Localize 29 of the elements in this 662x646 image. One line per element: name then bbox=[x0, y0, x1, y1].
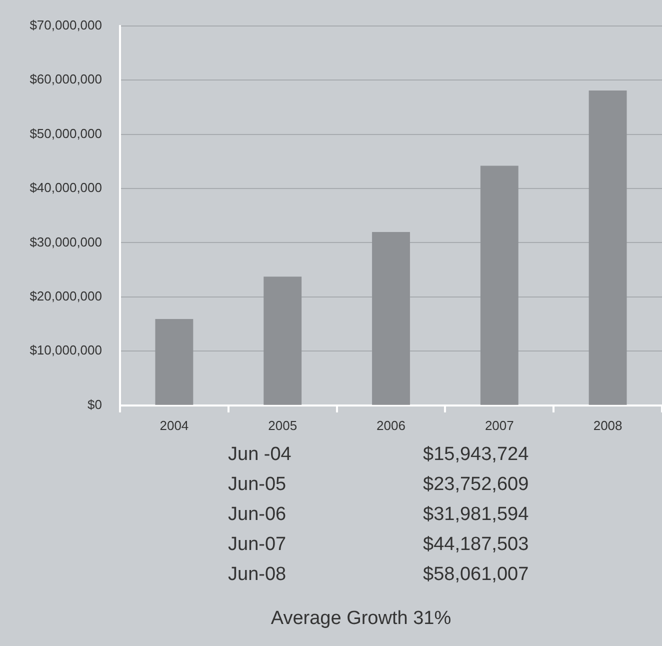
y-tick-label: $50,000,000 bbox=[30, 126, 102, 141]
text: $44,187,503 bbox=[423, 533, 529, 557]
text: Jun -04 bbox=[228, 443, 292, 467]
text: $31,981,594 bbox=[423, 503, 529, 527]
x-tick-label: 2006 bbox=[376, 418, 406, 433]
bar bbox=[372, 232, 410, 405]
text: $58,061,007 bbox=[423, 563, 529, 587]
bar bbox=[264, 276, 302, 405]
text: $15,943,724 bbox=[423, 443, 529, 467]
y-tick-label: $70,000,000 bbox=[30, 17, 102, 32]
text: Jun-05 bbox=[228, 473, 288, 497]
bar bbox=[155, 318, 194, 405]
text: Jun-08 bbox=[228, 563, 288, 587]
text: $23,752,609 bbox=[423, 473, 529, 497]
y-tick-label: $10,000,000 bbox=[30, 342, 102, 358]
bar bbox=[480, 166, 518, 405]
x-tick-label: 2004 bbox=[160, 418, 189, 433]
y-tick-label: $0 bbox=[88, 396, 102, 412]
x-tick-label: 2008 bbox=[593, 418, 622, 433]
text: Jun-07 bbox=[228, 533, 288, 557]
bar bbox=[588, 90, 627, 405]
text: Average Growth 31% bbox=[270, 608, 452, 630]
y-tick-label: $40,000,000 bbox=[30, 180, 102, 196]
y-tick-label: $60,000,000 bbox=[30, 72, 102, 87]
y-tick-label: $30,000,000 bbox=[30, 234, 102, 250]
x-tick-label: 2007 bbox=[484, 418, 514, 433]
y-tick-label: $20,000,000 bbox=[30, 288, 102, 304]
text: Jun-06 bbox=[228, 503, 288, 527]
x-tick-label: 2005 bbox=[268, 418, 298, 433]
